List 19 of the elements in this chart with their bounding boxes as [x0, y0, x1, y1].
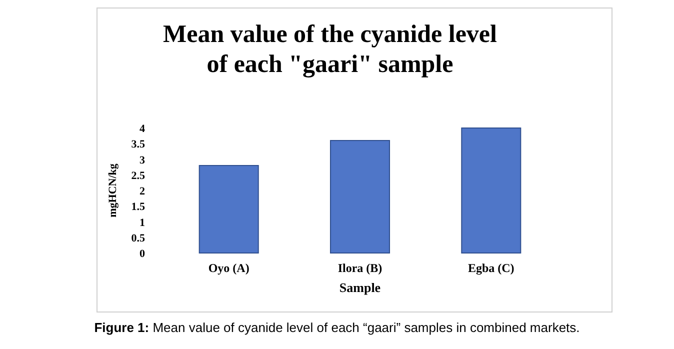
- x-tick-label: Egba (C): [468, 261, 514, 275]
- y-tick-label: 0: [140, 248, 146, 260]
- y-tick-label: 3.5: [131, 138, 146, 151]
- x-tick-label: Ilora (B): [338, 261, 382, 275]
- bar: [198, 165, 259, 254]
- x-tick-label: Oyo (A): [208, 261, 250, 275]
- y-tick-label: 0.5: [131, 232, 146, 244]
- y-tick-label: 4: [140, 123, 146, 135]
- y-tick-label: 1.5: [131, 201, 146, 214]
- y-axis-title: mgHCN/kg: [107, 163, 119, 218]
- chart-title: Mean value of the cyanide level of each "gaari" sample: [163, 21, 498, 78]
- y-tick-label: 2: [140, 186, 146, 198]
- bar: [330, 140, 390, 254]
- y-tick-label: 3: [140, 154, 146, 166]
- x-axis-title: Sample: [339, 280, 381, 295]
- caption: Figure 1: Mean value of cyanide level of each “gaari” samples in combined markets.: [94, 320, 580, 335]
- y-tick-label: 1: [140, 216, 145, 229]
- bar: [461, 128, 522, 254]
- y-tick-label: 2.5: [131, 170, 146, 182]
